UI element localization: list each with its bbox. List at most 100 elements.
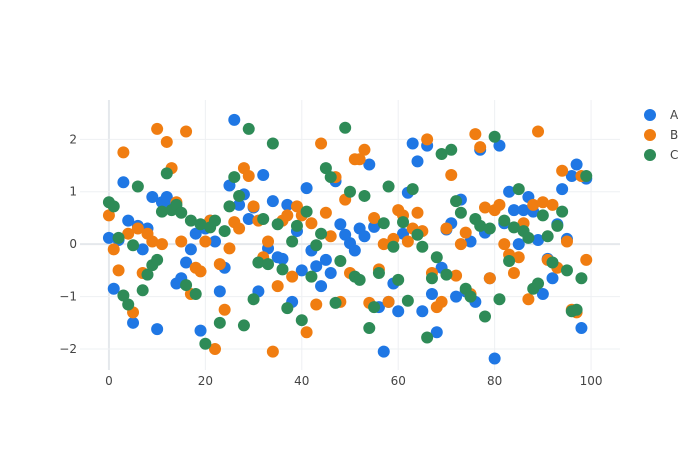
data-point[interactable]	[242, 213, 255, 226]
data-point[interactable]	[136, 243, 149, 256]
data-point[interactable]	[223, 200, 236, 213]
legend[interactable]: ABC	[644, 108, 679, 162]
data-point[interactable]	[112, 264, 125, 277]
data-point[interactable]	[266, 345, 279, 358]
data-point[interactable]	[175, 235, 188, 248]
data-point[interactable]	[184, 214, 197, 227]
data-point[interactable]	[556, 205, 569, 218]
data-point[interactable]	[127, 239, 140, 252]
data-point[interactable]	[223, 242, 236, 255]
data-point[interactable]	[175, 206, 188, 219]
data-point[interactable]	[358, 143, 371, 156]
data-point[interactable]	[295, 314, 308, 327]
data-point[interactable]	[440, 268, 453, 281]
data-point[interactable]	[276, 263, 289, 276]
data-point[interactable]	[319, 162, 332, 175]
data-point[interactable]	[522, 231, 535, 244]
data-point[interactable]	[358, 230, 371, 243]
data-point[interactable]	[122, 214, 135, 227]
data-point[interactable]	[194, 265, 207, 278]
data-point[interactable]	[536, 209, 549, 222]
data-point[interactable]	[160, 135, 173, 148]
data-point[interactable]	[416, 240, 429, 253]
legend-item-a[interactable]: A	[644, 108, 679, 122]
data-point[interactable]	[372, 267, 385, 280]
data-point[interactable]	[392, 305, 405, 318]
data-point[interactable]	[146, 190, 159, 203]
data-point[interactable]	[464, 290, 477, 303]
data-point[interactable]	[233, 222, 246, 235]
data-point[interactable]	[184, 243, 197, 256]
data-point[interactable]	[194, 218, 207, 231]
data-point[interactable]	[300, 205, 313, 218]
data-point[interactable]	[493, 139, 506, 152]
data-point[interactable]	[363, 322, 376, 335]
data-point[interactable]	[155, 205, 168, 218]
data-point[interactable]	[411, 155, 424, 168]
data-point[interactable]	[334, 218, 347, 231]
data-point[interactable]	[382, 180, 395, 193]
data-point[interactable]	[131, 222, 144, 235]
data-point[interactable]	[580, 253, 593, 266]
data-point[interactable]	[102, 209, 115, 222]
data-point[interactable]	[286, 270, 299, 283]
data-point[interactable]	[233, 198, 246, 211]
data-point[interactable]	[194, 324, 207, 337]
data-point[interactable]	[498, 214, 511, 227]
data-point[interactable]	[348, 244, 361, 257]
data-point[interactable]	[300, 326, 313, 339]
data-point[interactable]	[213, 285, 226, 298]
data-point[interactable]	[180, 125, 193, 138]
data-point[interactable]	[286, 235, 299, 248]
data-point[interactable]	[180, 256, 193, 269]
data-point[interactable]	[440, 222, 453, 235]
data-point[interactable]	[295, 264, 308, 277]
data-point[interactable]	[189, 227, 202, 240]
data-point[interactable]	[228, 113, 241, 126]
data-point[interactable]	[151, 323, 164, 336]
data-point[interactable]	[546, 198, 559, 211]
data-point[interactable]	[218, 225, 231, 238]
data-point[interactable]	[319, 206, 332, 219]
data-point[interactable]	[276, 252, 289, 265]
data-point[interactable]	[580, 170, 593, 183]
data-point[interactable]	[122, 227, 135, 240]
data-point[interactable]	[339, 121, 352, 134]
data-point[interactable]	[233, 189, 246, 202]
data-point[interactable]	[411, 206, 424, 219]
data-point[interactable]	[315, 227, 328, 240]
data-point[interactable]	[324, 171, 337, 184]
data-point[interactable]	[382, 295, 395, 308]
data-point[interactable]	[127, 316, 140, 329]
data-point[interactable]	[257, 213, 270, 226]
data-point[interactable]	[556, 183, 569, 196]
data-point[interactable]	[474, 219, 487, 232]
data-point[interactable]	[262, 235, 275, 248]
legend-item-b[interactable]: B	[644, 128, 678, 142]
data-point[interactable]	[368, 301, 381, 314]
data-point[interactable]	[324, 267, 337, 280]
data-point[interactable]	[353, 273, 366, 286]
data-point[interactable]	[512, 238, 525, 251]
data-point[interactable]	[454, 206, 467, 219]
data-point[interactable]	[271, 280, 284, 293]
data-point[interactable]	[570, 303, 583, 316]
data-point[interactable]	[406, 183, 419, 196]
data-point[interactable]	[237, 319, 250, 332]
data-point[interactable]	[281, 209, 294, 222]
data-point[interactable]	[377, 238, 390, 251]
data-point[interactable]	[450, 195, 463, 208]
data-point[interactable]	[252, 256, 265, 269]
data-point[interactable]	[324, 230, 337, 243]
data-point[interactable]	[503, 185, 516, 198]
data-point[interactable]	[556, 164, 569, 177]
data-point[interactable]	[146, 235, 159, 248]
data-point[interactable]	[310, 260, 323, 273]
data-point[interactable]	[305, 217, 318, 230]
data-point[interactable]	[512, 251, 525, 264]
data-point[interactable]	[131, 180, 144, 193]
data-point[interactable]	[213, 258, 226, 271]
data-point[interactable]	[155, 238, 168, 251]
data-point[interactable]	[209, 343, 221, 356]
data-point[interactable]	[242, 122, 255, 135]
